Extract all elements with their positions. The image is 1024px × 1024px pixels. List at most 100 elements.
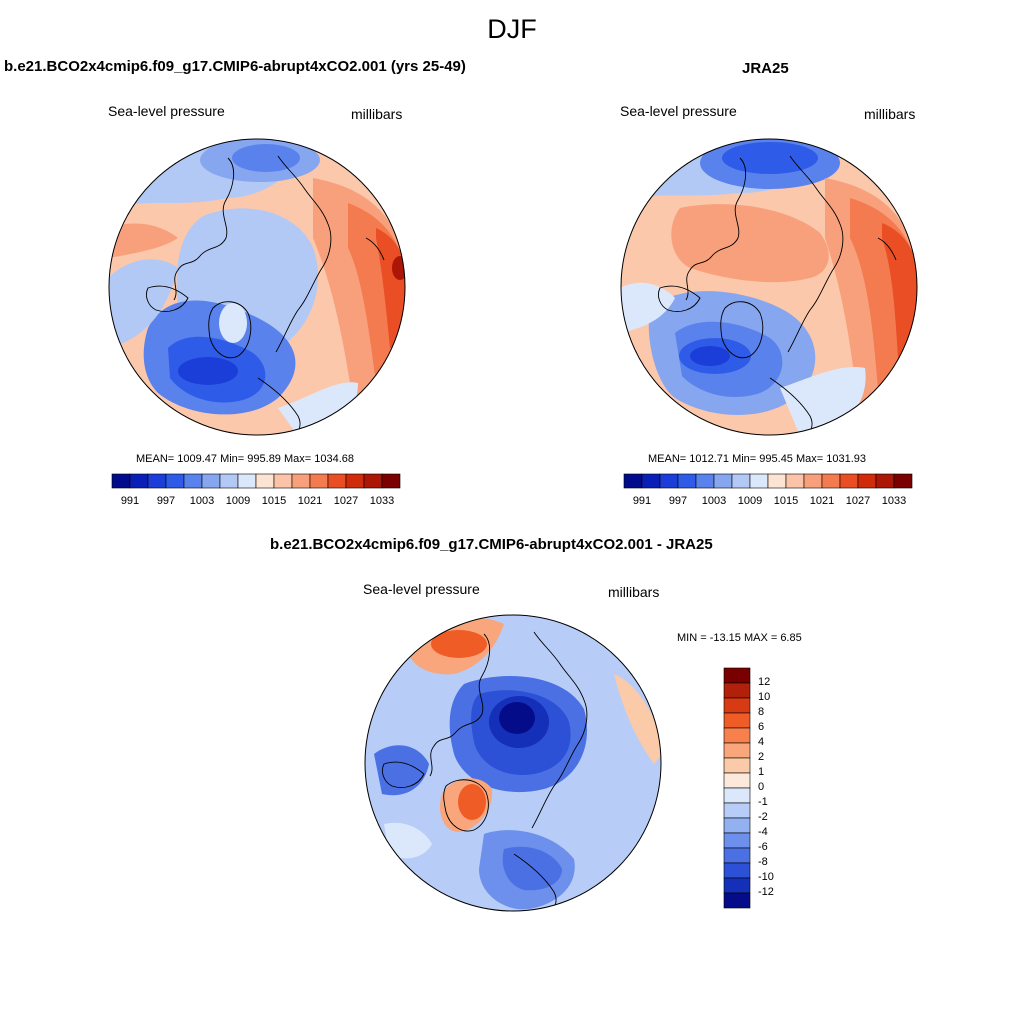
region-icelandic-low-center bbox=[690, 346, 730, 366]
colorbar-swatch bbox=[803, 473, 823, 489]
colorbar-swatch bbox=[723, 682, 751, 699]
colorbar-obs bbox=[623, 473, 913, 489]
colorbar-tick-label: 1027 bbox=[333, 495, 359, 507]
panel-obs-stats: MEAN= 1012.71 Min= 995.45 Max= 1031.93 bbox=[648, 453, 867, 465]
colorbar-swatch bbox=[723, 712, 751, 729]
colorbar-tick-label: 10 bbox=[758, 691, 771, 703]
region-atlantic-neutral bbox=[384, 822, 432, 859]
region-aleutian-low-inner bbox=[722, 142, 818, 174]
colorbar-tick-label: 6 bbox=[758, 721, 765, 733]
region-eurasia-positive bbox=[614, 674, 661, 764]
colorbar-swatch bbox=[237, 473, 257, 489]
colorbar-tick-label: -2 bbox=[758, 811, 768, 823]
colorbar-swatch bbox=[309, 473, 329, 489]
panel-model-variable-label: Sea-level pressure bbox=[108, 103, 225, 119]
panel-diff-polar-map bbox=[364, 614, 662, 912]
colorbar-swatch bbox=[129, 473, 149, 489]
region-greenland-positive-core bbox=[458, 784, 486, 820]
panel-diff-variable-label: Sea-level pressure bbox=[363, 581, 480, 597]
colorbar-swatch bbox=[345, 473, 365, 489]
colorbar-tick-label: 8 bbox=[758, 706, 765, 718]
colorbar-swatch bbox=[677, 473, 697, 489]
colorbar-swatch bbox=[723, 802, 751, 819]
colorbar-tick-label: 2 bbox=[758, 751, 765, 763]
region-atlantic-negative-core bbox=[502, 846, 562, 891]
colorbar-swatch bbox=[255, 473, 275, 489]
colorbar-tick-label: 1015 bbox=[261, 495, 287, 507]
colorbar-tick-label: 991 bbox=[120, 495, 140, 507]
region-siberian-high-peak bbox=[392, 256, 405, 280]
region-north-america bbox=[109, 259, 178, 348]
colorbar-swatch bbox=[821, 473, 841, 489]
region-icelandic-low-core bbox=[178, 357, 238, 385]
colorbar-swatch bbox=[723, 892, 751, 909]
colorbar-tick-label: 0 bbox=[758, 781, 765, 793]
colorbar-tick-label: 997 bbox=[156, 495, 176, 507]
coastline-kamchatka bbox=[877, 237, 897, 261]
region-siberian-high-core bbox=[882, 223, 917, 358]
coastline-siberia bbox=[787, 155, 844, 353]
colorbar-swatch bbox=[723, 862, 751, 879]
colorbar-swatch bbox=[767, 473, 787, 489]
colorbar-swatch bbox=[723, 847, 751, 864]
colorbar-swatch bbox=[363, 473, 383, 489]
colorbar-tick-label: -12 bbox=[758, 886, 774, 898]
region-pacific-positive-core bbox=[431, 630, 487, 658]
colorbar-tick-label: -1 bbox=[758, 796, 768, 808]
colorbar-swatch bbox=[723, 787, 751, 804]
colorbar-swatch bbox=[201, 473, 221, 489]
panel-obs-units-label: millibars bbox=[864, 106, 916, 122]
colorbar-tick-label: 1033 bbox=[369, 495, 395, 507]
colorbar-swatch bbox=[273, 473, 293, 489]
colorbar-tick-label: 4 bbox=[758, 736, 765, 748]
panel-diff-minmax: MIN = -13.15 MAX = 6.85 bbox=[677, 632, 802, 644]
colorbar-swatch bbox=[327, 473, 347, 489]
colorbar-tick-label: 12 bbox=[758, 676, 771, 688]
colorbar-model bbox=[111, 473, 401, 489]
colorbar-swatch bbox=[893, 473, 913, 489]
panel-model-units-label: millibars bbox=[351, 106, 403, 122]
panel-model-title: b.e21.BCO2x4cmip6.f09_g17.CMIP6-abrupt4x… bbox=[4, 58, 466, 75]
coastline-greenland bbox=[720, 301, 764, 359]
colorbar-swatch bbox=[723, 877, 751, 894]
figure-season-title: DJF bbox=[487, 14, 537, 44]
coastline-alaska-canada bbox=[173, 157, 235, 301]
colorbar-tick-label: -4 bbox=[758, 826, 768, 838]
region-western-high bbox=[109, 223, 178, 258]
region-north-america bbox=[621, 282, 675, 333]
colorbar-tick-label: 997 bbox=[668, 495, 688, 507]
coastline-kamchatka bbox=[365, 237, 385, 261]
colorbar-swatch bbox=[723, 817, 751, 834]
colorbar-tick-label: 991 bbox=[632, 495, 652, 507]
colorbar-swatch bbox=[723, 667, 751, 684]
colorbar-swatch bbox=[857, 473, 877, 489]
colorbar-swatch bbox=[381, 473, 401, 489]
coastline-hudson-bay bbox=[657, 285, 701, 312]
panel-diff-units-label: millibars bbox=[608, 584, 660, 600]
colorbar-swatch bbox=[147, 473, 167, 489]
coastline-hudson-bay bbox=[381, 761, 425, 788]
colorbar-tick-label: 1009 bbox=[225, 495, 251, 507]
coastline-siberia bbox=[531, 631, 588, 829]
colorbar-swatch bbox=[165, 473, 185, 489]
panel-model-stats: MEAN= 1009.47 Min= 995.89 Max= 1034.68 bbox=[136, 453, 355, 465]
region-aleutian-low-inner bbox=[232, 144, 300, 172]
colorbar-swatch bbox=[723, 832, 751, 849]
colorbar-swatch bbox=[623, 473, 643, 489]
coastline-greenland bbox=[208, 301, 252, 359]
panel-obs-polar-map bbox=[620, 138, 918, 436]
colorbar-swatch bbox=[111, 473, 131, 489]
coastline-greenland bbox=[443, 779, 489, 832]
coastline-alaska-canada bbox=[429, 633, 491, 777]
colorbar-swatch bbox=[723, 727, 751, 744]
coastline-siberia bbox=[275, 155, 332, 353]
colorbar-swatch bbox=[723, 772, 751, 789]
colorbar-tick-label: 1009 bbox=[737, 495, 763, 507]
colorbar-tick-label: 1027 bbox=[845, 495, 871, 507]
colorbar-swatch bbox=[219, 473, 239, 489]
colorbar-swatch bbox=[723, 742, 751, 759]
colorbar-swatch bbox=[723, 697, 751, 714]
colorbar-swatch bbox=[659, 473, 679, 489]
colorbar-tick-label: -10 bbox=[758, 871, 774, 883]
colorbar-swatch bbox=[731, 473, 751, 489]
